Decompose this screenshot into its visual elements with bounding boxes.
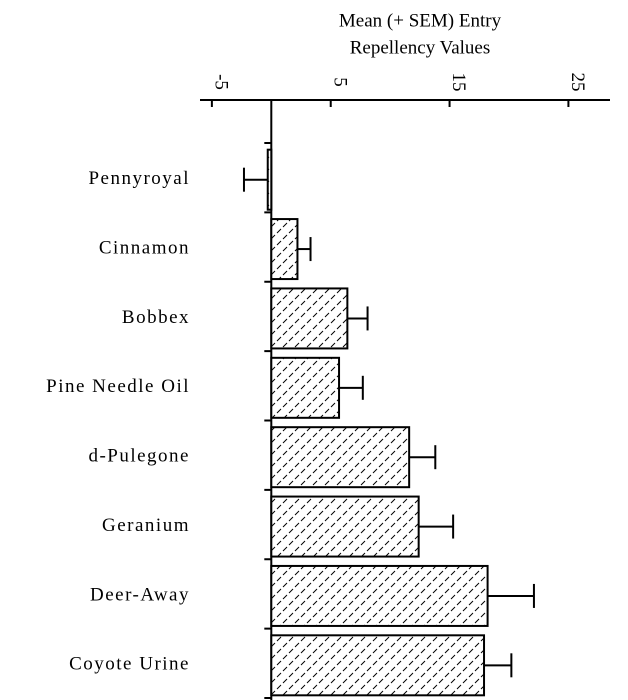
y-tick-label: Coyote Urine [69,654,190,675]
y-tick-label: Pine Needle Oil [46,376,190,397]
bar [270,495,420,558]
y-tick-label: Cinnamon [99,237,190,258]
y-tick-label: Deer-Away [90,584,190,605]
chart-title: Repellency Values [350,37,491,58]
y-tick-label: Geranium [102,515,190,536]
x-tick-label: -5 [211,74,232,90]
bar [270,287,349,350]
bar [270,356,341,419]
x-tick-label: 5 [329,77,350,87]
y-tick-label: Bobbex [122,307,190,328]
x-tick-label: 25 [567,73,588,92]
y-tick-label: d-Pulegone [88,446,190,467]
y-tick-label: Pennyroyal [88,168,190,189]
chart-title: Mean (+ SEM) Entry [339,10,502,31]
bar [270,426,411,489]
bar [266,148,273,211]
bar [270,564,489,627]
x-tick-label: 15 [448,73,469,92]
bar [270,218,299,281]
bar [270,634,486,697]
